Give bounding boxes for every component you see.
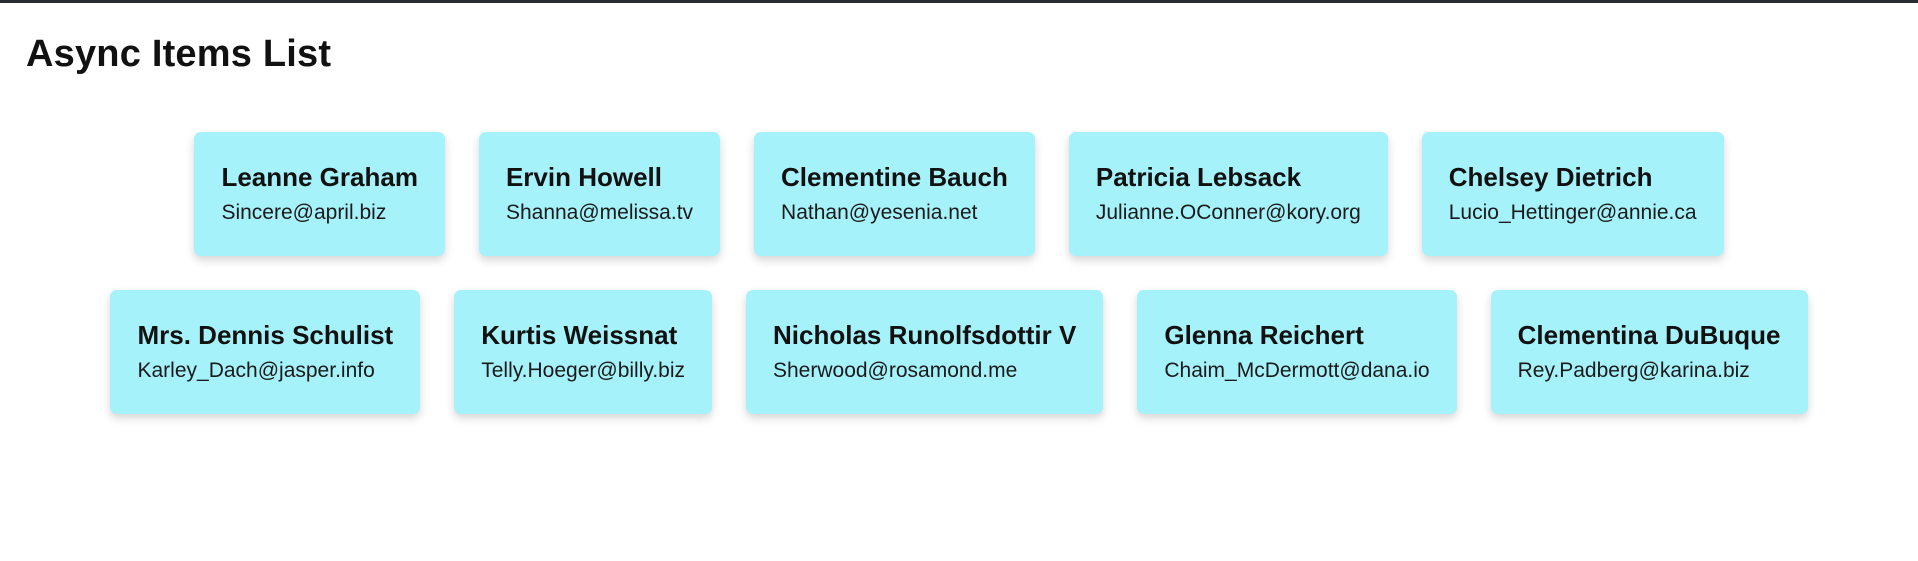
item-name: Clementine Bauch bbox=[781, 162, 1008, 192]
page-title: Async Items List bbox=[26, 33, 332, 75]
list-item: Chelsey Dietrich Lucio_Hettinger@annie.c… bbox=[1421, 132, 1724, 256]
list-item: Mrs. Dennis Schulist Karley_Dach@jasper.… bbox=[110, 290, 421, 414]
list-item: Glenna Reichert Chaim_McDermott@dana.io bbox=[1137, 290, 1457, 414]
item-email: Karley_Dach@jasper.info bbox=[137, 359, 375, 382]
list-item: Nicholas Runolfsdottir V Sherwood@rosamo… bbox=[746, 290, 1104, 414]
list-item: Clementina DuBuque Rey.Padberg@karina.bi… bbox=[1490, 290, 1808, 414]
item-name: Glenna Reichert bbox=[1164, 320, 1364, 350]
item-email: Sincere@april.biz bbox=[221, 201, 387, 224]
item-email: Rey.Padberg@karina.biz bbox=[1517, 359, 1750, 382]
item-email: Lucio_Hettinger@annie.ca bbox=[1448, 201, 1697, 224]
list-item: Leanne Graham Sincere@april.biz bbox=[194, 132, 445, 256]
item-name: Nicholas Runolfsdottir V bbox=[773, 320, 1077, 350]
item-email: Julianne.OConner@kory.org bbox=[1095, 201, 1361, 224]
items-list: Leanne Graham Sincere@april.biz Ervin Ho… bbox=[30, 132, 1888, 414]
list-item: Clementine Bauch Nathan@yesenia.net bbox=[754, 132, 1035, 256]
item-email: Telly.Hoeger@billy.biz bbox=[481, 359, 685, 382]
list-item: Kurtis Weissnat Telly.Hoeger@billy.biz bbox=[454, 290, 712, 414]
item-name: Mrs. Dennis Schulist bbox=[137, 320, 394, 350]
item-name: Chelsey Dietrich bbox=[1448, 162, 1653, 192]
item-email: Sherwood@rosamond.me bbox=[773, 359, 1018, 382]
item-name: Kurtis Weissnat bbox=[481, 320, 678, 350]
item-email: Shanna@melissa.tv bbox=[505, 201, 694, 224]
item-name: Patricia Lebsack bbox=[1095, 162, 1302, 192]
item-email: Nathan@yesenia.net bbox=[781, 201, 978, 224]
list-item: Ervin Howell Shanna@melissa.tv bbox=[478, 132, 721, 256]
item-email: Chaim_McDermott@dana.io bbox=[1164, 359, 1430, 382]
item-name: Leanne Graham bbox=[221, 162, 418, 192]
item-name: Clementina DuBuque bbox=[1517, 320, 1781, 350]
item-name: Ervin Howell bbox=[505, 162, 662, 192]
list-item: Patricia Lebsack Julianne.OConner@kory.o… bbox=[1068, 132, 1388, 256]
